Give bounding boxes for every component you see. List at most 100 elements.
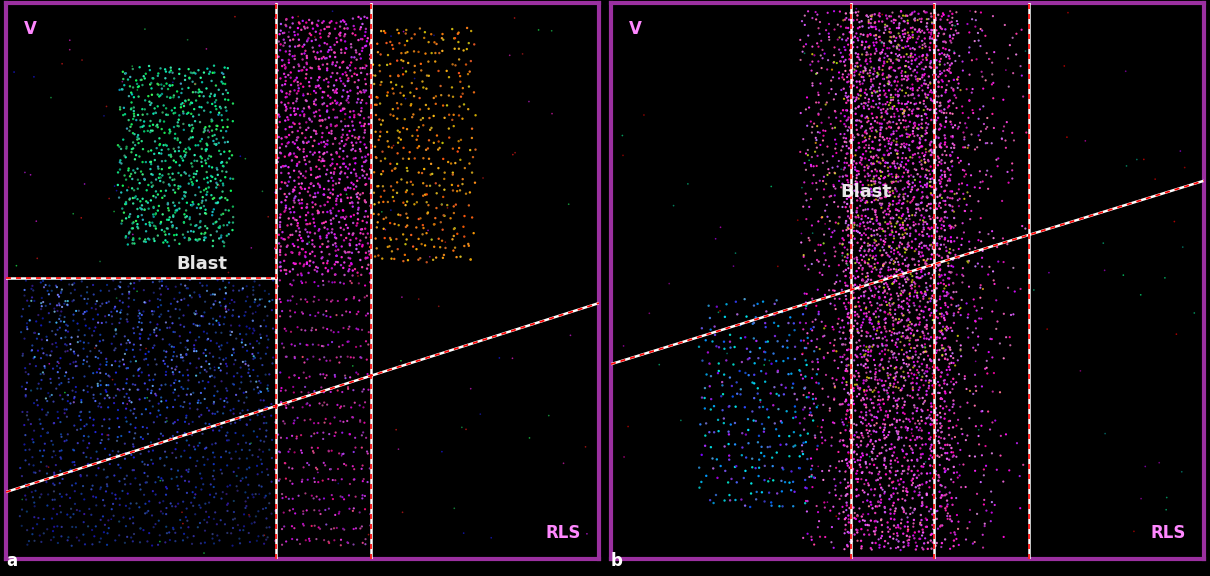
Point <box>857 442 876 451</box>
Text: RLS: RLS <box>546 524 581 542</box>
Point <box>309 75 328 85</box>
Point <box>177 350 196 359</box>
Point <box>889 98 909 108</box>
Point <box>132 205 151 214</box>
Point <box>832 256 852 265</box>
Point <box>292 233 311 242</box>
Point <box>310 172 329 181</box>
Point <box>59 374 79 384</box>
Point <box>918 538 938 547</box>
Point <box>58 321 77 331</box>
Point <box>904 343 923 353</box>
Point <box>871 159 891 168</box>
Point <box>339 98 358 107</box>
Point <box>325 270 345 279</box>
Point <box>834 236 853 245</box>
Point <box>847 427 866 437</box>
Point <box>912 131 932 141</box>
Point <box>194 376 213 385</box>
Point <box>935 387 955 396</box>
Point <box>894 537 914 547</box>
Point <box>926 494 945 503</box>
Point <box>142 157 161 166</box>
Point <box>178 533 197 542</box>
Point <box>332 352 351 361</box>
Point <box>862 516 881 525</box>
Point <box>889 164 909 173</box>
Point <box>922 262 941 271</box>
Point <box>935 346 955 355</box>
Point <box>439 110 459 119</box>
Point <box>163 319 183 328</box>
Point <box>903 508 922 517</box>
Point <box>872 123 892 132</box>
Point <box>341 168 361 177</box>
Point <box>847 221 866 230</box>
Point <box>385 219 404 229</box>
Point <box>906 483 926 492</box>
Point <box>898 353 917 362</box>
Point <box>958 257 978 266</box>
Point <box>117 532 137 541</box>
Point <box>916 257 935 267</box>
Point <box>301 165 321 175</box>
Point <box>802 50 822 59</box>
Point <box>912 238 932 247</box>
Point <box>316 139 335 149</box>
Point <box>932 156 951 165</box>
Point <box>390 29 409 38</box>
Point <box>146 324 166 333</box>
Point <box>780 313 800 322</box>
Point <box>835 184 854 193</box>
Point <box>877 92 897 101</box>
Point <box>358 449 378 458</box>
Point <box>852 99 871 108</box>
Point <box>992 134 1012 143</box>
Point <box>183 132 202 142</box>
Point <box>881 72 900 81</box>
Point <box>909 353 928 362</box>
Point <box>885 414 904 423</box>
Point <box>940 54 960 63</box>
Point <box>292 276 311 286</box>
Point <box>340 504 359 513</box>
Point <box>851 229 870 238</box>
Point <box>60 339 80 348</box>
Point <box>893 259 912 268</box>
Point <box>295 24 315 33</box>
Point <box>282 156 301 165</box>
Point <box>864 252 883 261</box>
Point <box>163 93 183 102</box>
Point <box>457 24 477 33</box>
Point <box>912 36 932 46</box>
Point <box>886 222 905 232</box>
Point <box>923 244 943 253</box>
Point <box>904 255 923 264</box>
Point <box>912 164 932 173</box>
Point <box>836 491 855 501</box>
Point <box>114 360 133 369</box>
Point <box>128 111 148 120</box>
Point <box>204 363 224 372</box>
Point <box>900 232 920 241</box>
Point <box>348 370 368 379</box>
Point <box>323 7 342 16</box>
Point <box>849 389 869 399</box>
Point <box>140 97 160 107</box>
Point <box>369 198 388 207</box>
Point <box>930 266 950 275</box>
Point <box>851 79 870 89</box>
Point <box>885 109 904 119</box>
Point <box>927 63 946 72</box>
Point <box>814 192 834 202</box>
Point <box>266 183 286 192</box>
Point <box>344 145 363 154</box>
Point <box>60 359 80 369</box>
Point <box>935 414 955 423</box>
Point <box>35 439 54 448</box>
Point <box>436 243 455 252</box>
Point <box>893 172 912 181</box>
Point <box>858 59 877 69</box>
Point <box>768 262 788 271</box>
Point <box>870 145 889 154</box>
